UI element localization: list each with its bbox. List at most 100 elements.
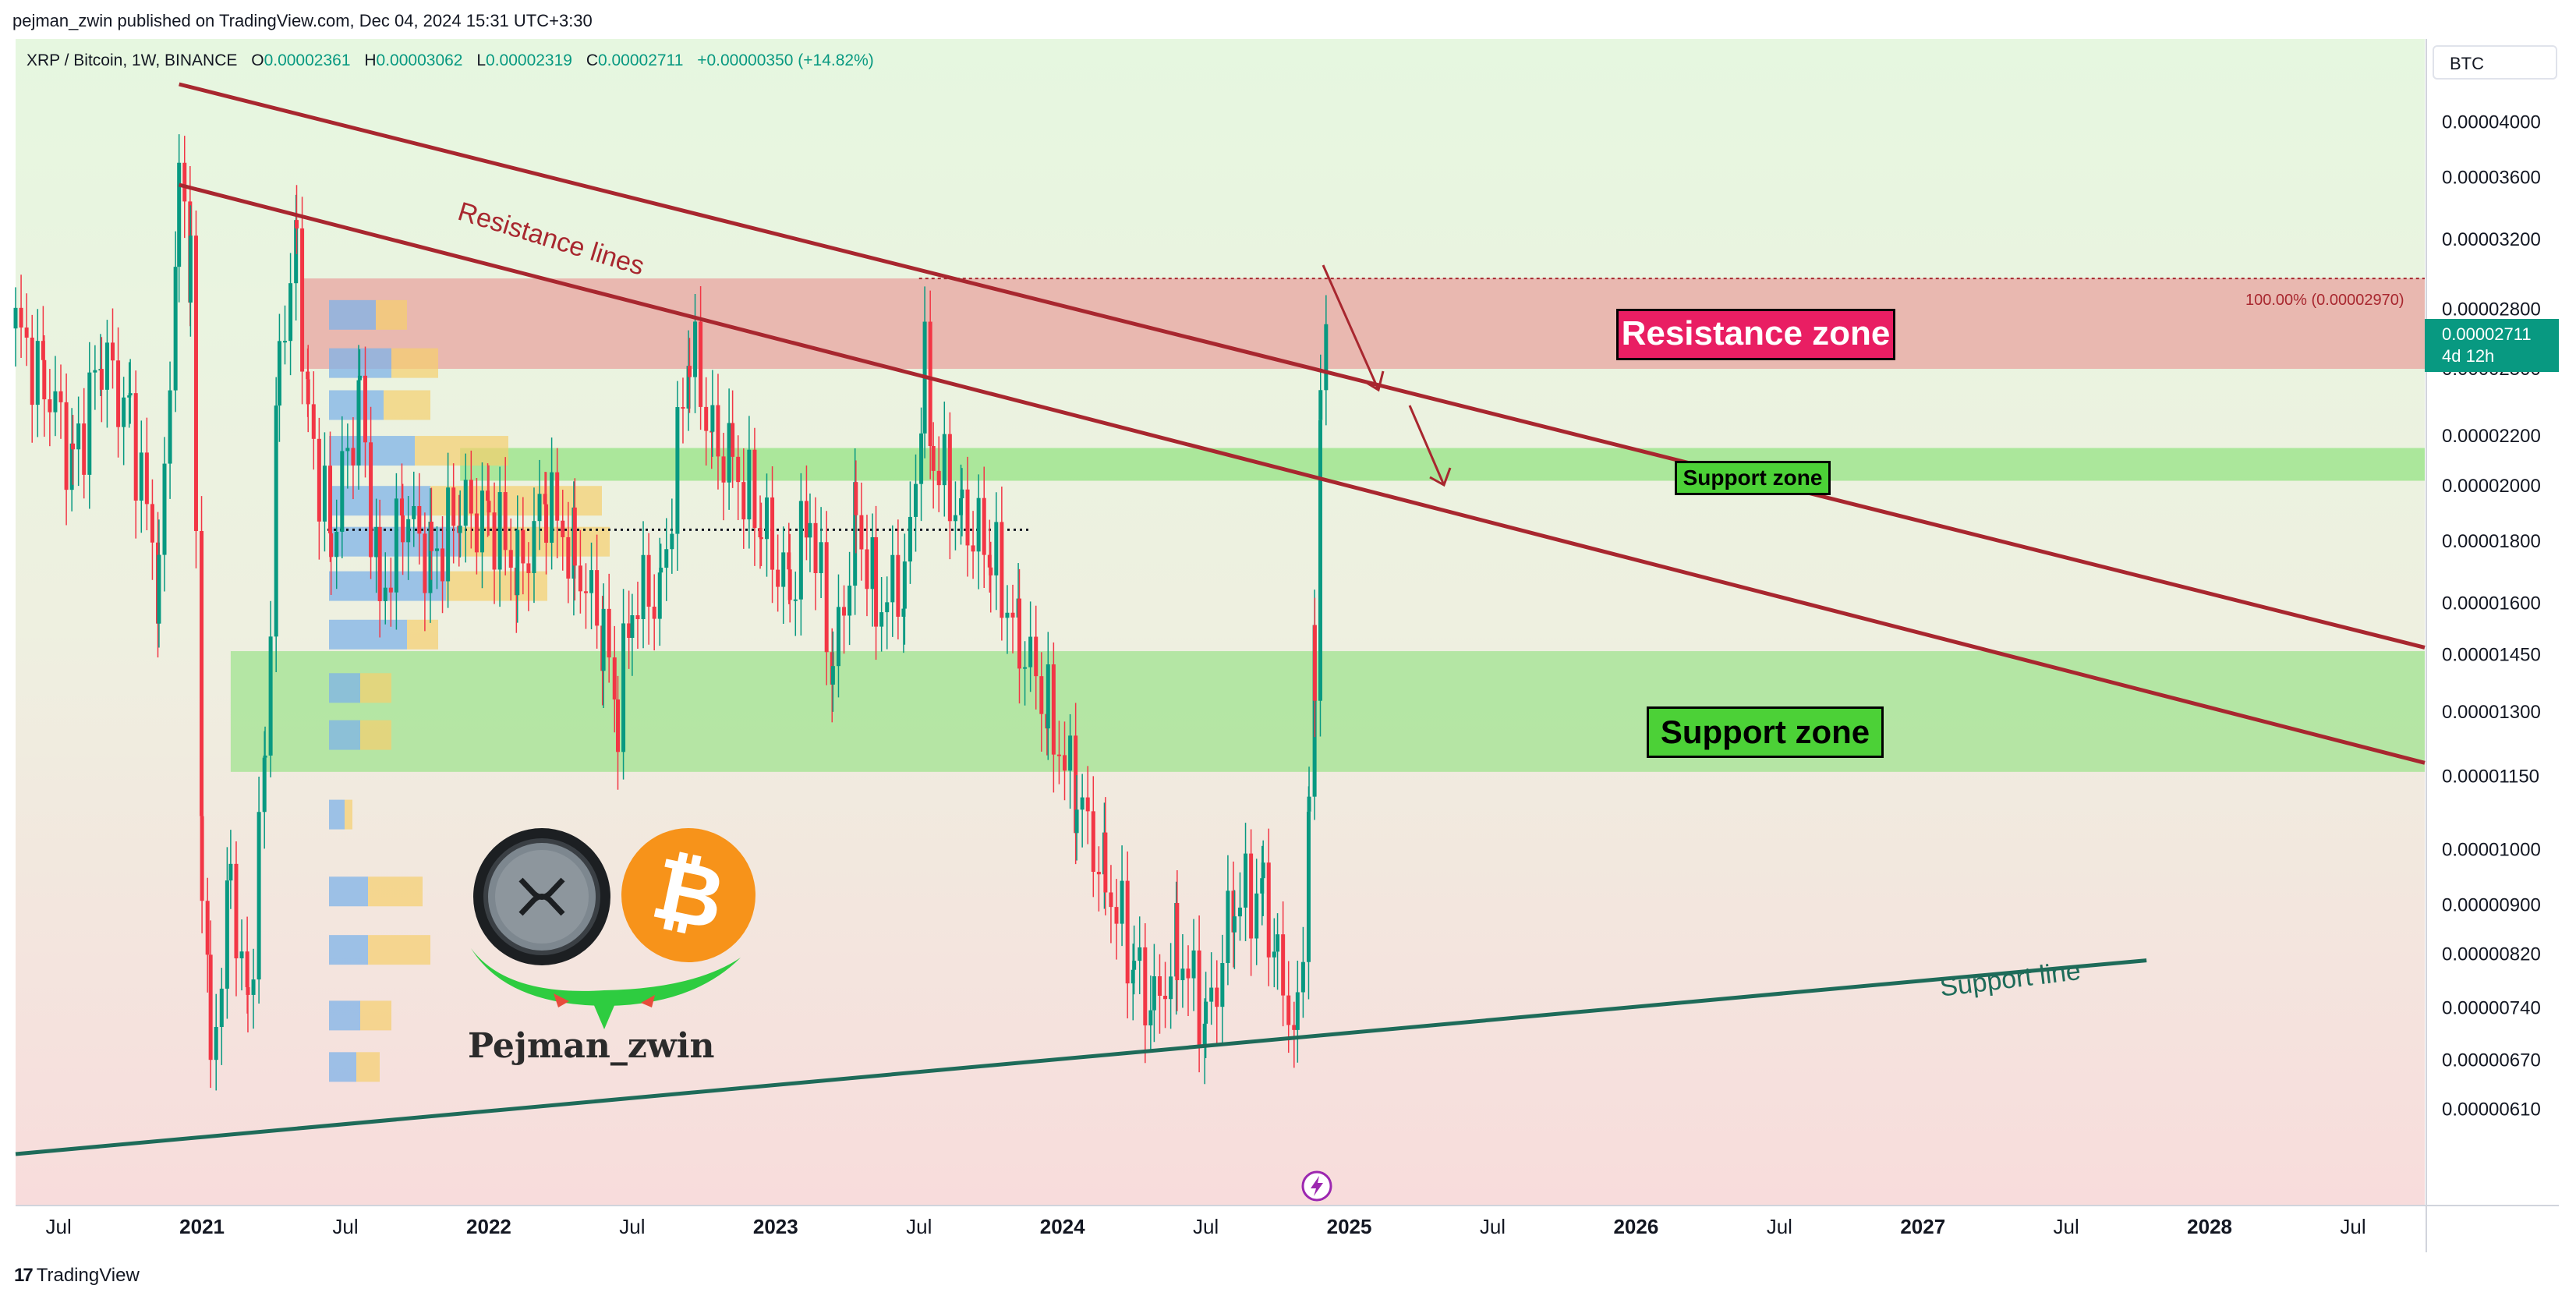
profile-bar-sell <box>415 436 508 466</box>
candle-body <box>693 321 698 377</box>
candle-body <box>225 880 229 989</box>
candle-body <box>295 220 299 228</box>
candle-body <box>1051 664 1056 755</box>
bitcoin-coin-icon: ₿ <box>621 828 755 962</box>
candle-body <box>377 526 382 601</box>
price-axis[interactable]: 0.00004000 0.00003600 0.00003200 0.00002800… <box>2442 112 2541 1121</box>
candle-body <box>1261 862 1265 879</box>
candle-body <box>228 863 233 881</box>
logo-arrow-right <box>641 995 655 1007</box>
candle-body <box>351 448 356 466</box>
profile-bar-buy <box>329 299 376 330</box>
candle-body <box>1312 625 1317 701</box>
candle-body <box>317 438 321 522</box>
resistance-line-upper <box>179 82 2426 650</box>
candle-body <box>808 522 812 538</box>
profile-bar-sell <box>391 348 438 378</box>
candle-body <box>1324 324 1329 391</box>
profile-bar-buy <box>329 1000 360 1031</box>
candle-body <box>463 480 468 526</box>
candle-body <box>607 608 611 658</box>
candle-body <box>1109 892 1113 908</box>
candle-body <box>30 337 34 405</box>
candle-body <box>1249 853 1254 939</box>
candle-body <box>1046 664 1050 729</box>
candle-body <box>1114 907 1119 924</box>
support-zone-lower-label: Support zone <box>1647 706 1884 758</box>
candle-body <box>1237 907 1242 917</box>
candle-body <box>1034 636 1039 677</box>
candle-body <box>787 569 792 600</box>
time-tick-label: Jul <box>1767 1215 1792 1238</box>
candle-body <box>1209 987 1214 1002</box>
candle-body <box>731 423 735 457</box>
candle-body <box>1180 968 1185 980</box>
candle-body <box>399 498 404 516</box>
symbol-legend[interactable]: XRP / Bitcoin, 1W, BINANCE O0.00002361 H… <box>27 51 874 70</box>
candle-body <box>804 501 809 538</box>
candle-body <box>646 554 651 607</box>
candle-body <box>824 542 829 653</box>
candle-body <box>550 472 554 544</box>
candle-body <box>173 267 178 391</box>
candle-body <box>139 452 143 501</box>
candle-body <box>721 456 726 483</box>
candle-body <box>758 528 763 538</box>
candle-body <box>1204 1001 1208 1024</box>
candle-body <box>664 549 669 568</box>
candle-body <box>1215 987 1219 1007</box>
price-tick-label: 0.00001600 <box>2442 593 2541 614</box>
candle-body <box>24 328 29 338</box>
candle-body <box>555 472 560 521</box>
candle-body <box>356 380 361 466</box>
candle-body <box>1085 797 1090 812</box>
candle-body <box>469 480 473 514</box>
last-price-countdown: 4d 12h <box>2442 346 2495 366</box>
candle-body <box>188 235 193 303</box>
candle-body <box>58 391 63 402</box>
xrp-coin-icon <box>473 828 610 965</box>
candle-body <box>406 519 411 543</box>
candle-body <box>890 554 895 603</box>
fib-level-label: 100.00% (0.00002970) <box>2245 292 2404 309</box>
price-tick-label: 0.00001150 <box>2442 767 2539 788</box>
resistance-zone-label: Resistance zone <box>1616 309 1895 360</box>
candle-body <box>515 529 520 596</box>
time-tick-label: Jul <box>1193 1215 1219 1238</box>
candle-body <box>521 529 525 564</box>
candle-body <box>104 342 109 390</box>
candle-body <box>19 307 23 328</box>
candle-body <box>1318 390 1323 420</box>
time-tick-label: 2026 <box>1613 1215 1658 1238</box>
tradingview-logo: 17 <box>14 1265 34 1286</box>
candle-body <box>345 448 350 451</box>
candle-body <box>1138 947 1142 961</box>
candle-body <box>1143 947 1148 1025</box>
price-tick-label: 0.00001300 <box>2442 702 2541 723</box>
price-tick-label: 0.00001800 <box>2442 531 2541 552</box>
tradingview-footer[interactable]: 17 TradingView <box>14 1265 140 1287</box>
candle-body <box>423 533 427 593</box>
time-tick-label: 2022 <box>466 1215 511 1238</box>
candle-body <box>214 1027 218 1060</box>
candle-body <box>35 341 40 405</box>
candle-body <box>157 554 161 624</box>
candle-body <box>277 341 281 406</box>
candle-body <box>1056 754 1061 756</box>
candle-body <box>595 570 600 626</box>
candle-body <box>687 366 692 377</box>
candle-body <box>1132 961 1137 970</box>
candle-body <box>1276 934 1280 952</box>
candle-body <box>971 545 975 552</box>
time-tick-label: 2028 <box>2187 1215 2232 1238</box>
price-tick-label: 0.00000820 <box>2442 944 2541 965</box>
candle-body <box>1068 735 1073 771</box>
time-axis[interactable]: Jul 2021 Jul 2022 Jul 2023 Jul 2024 Jul 2025 Jul 20… <box>46 1215 2366 1238</box>
last-price-tag: 0.00002711 4d 12h <box>2425 319 2559 372</box>
candle-body <box>1175 903 1180 980</box>
time-tick-label: Jul <box>906 1215 932 1238</box>
price-tick-label: 0.00003600 <box>2442 168 2541 189</box>
currency-button[interactable]: BTC <box>2433 45 2557 80</box>
lightning-icon[interactable] <box>1300 1170 1333 1202</box>
